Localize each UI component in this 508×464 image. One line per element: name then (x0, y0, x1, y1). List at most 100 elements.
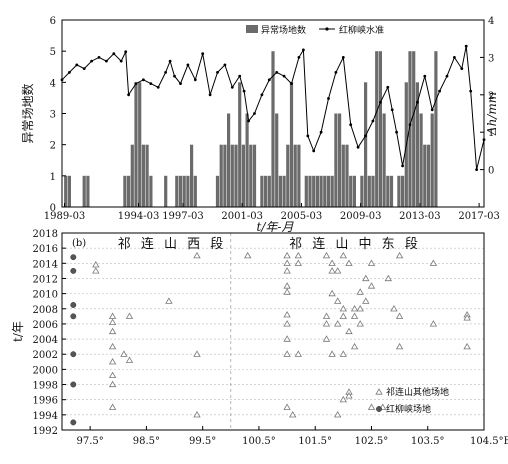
level-point-60 (464, 44, 468, 48)
other-site-point-45 (345, 327, 353, 335)
left-tick-label-4: 4 (50, 78, 56, 89)
legend-line-marker (325, 27, 329, 31)
other-site-point-42 (339, 312, 347, 319)
bar-31 (178, 175, 183, 207)
bar-68 (315, 175, 319, 207)
level-point-31 (267, 78, 271, 82)
bar-98 (426, 144, 431, 207)
bar-73 (334, 113, 338, 207)
y-axis-right-title: Δh/mm (485, 92, 499, 136)
bar-33 (186, 175, 190, 207)
left-tick-label-2: 2 (50, 141, 56, 152)
bar-6 (86, 175, 90, 207)
x-tick-label-1: 1994-03 (118, 211, 160, 222)
bar-23 (149, 175, 153, 207)
level-point-13 (149, 82, 153, 85)
other-site-point-57 (356, 304, 364, 312)
other-site-point-46 (322, 335, 331, 342)
b-x-tick-label-5: 102.5° (355, 436, 389, 447)
bar-66 (308, 175, 312, 207)
other-site-point-52 (339, 395, 347, 403)
other-site-point-17 (244, 251, 252, 259)
level-point-44 (356, 145, 360, 149)
other-site-point-71 (429, 320, 438, 327)
level-point-34 (290, 82, 293, 85)
other-site-point-60 (367, 259, 376, 266)
right-tick-label-3: 3 (488, 53, 494, 64)
legend-bar-swatch (246, 25, 258, 33)
right-tick-label-0: 0 (488, 166, 494, 177)
other-site-point-41 (322, 312, 331, 319)
bar-99 (430, 113, 434, 207)
level-point-10 (127, 93, 130, 97)
level-point-4 (90, 59, 93, 63)
bar-77 (349, 175, 353, 207)
bar-85 (378, 51, 382, 208)
region-label-west: 祁 连 山 西 段 (118, 236, 227, 252)
other-site-point-29 (283, 350, 291, 357)
other-site-point-55 (362, 297, 370, 304)
bar-55 (267, 175, 271, 207)
other-site-point-12 (108, 403, 117, 410)
right-tick-label-2: 2 (488, 91, 494, 102)
level-line (61, 46, 485, 170)
level-point-62 (475, 168, 478, 172)
b-x-tick-label-0: 97.5° (77, 436, 104, 447)
other-site-point-44 (334, 320, 342, 327)
level-point-45 (364, 134, 367, 138)
legend-other-site-label: 祁连山其他场地 (386, 386, 449, 398)
other-site-point-15 (193, 350, 201, 357)
other-site-point-36 (339, 251, 347, 259)
bar-41 (215, 175, 220, 207)
b-y-tick-label-2: 1996 (33, 396, 58, 407)
bar-60 (286, 144, 290, 207)
level-point-56 (438, 89, 441, 93)
bar-35 (193, 175, 197, 207)
level-point-16 (168, 59, 172, 63)
bar-96 (419, 113, 423, 207)
other-site-point-26 (283, 320, 291, 327)
panel-b-label: (b) (72, 238, 86, 249)
other-site-point-59 (356, 320, 364, 327)
bar-74 (338, 113, 342, 207)
hongliuxia-point-3 (70, 313, 77, 320)
other-site-point-39 (334, 297, 342, 304)
other-site-point-28 (294, 350, 302, 357)
other-site-point-27 (283, 335, 291, 342)
b-x-tick-label-2: 99.5° (189, 436, 216, 447)
other-site-point-2 (108, 312, 117, 319)
bar-44 (227, 113, 231, 207)
other-site-point-9 (108, 357, 117, 365)
other-site-point-74 (463, 342, 471, 350)
bar-18 (130, 144, 134, 207)
level-point-49 (390, 108, 394, 112)
b-y-tick-label-11: 2014 (33, 259, 58, 270)
panel-b: 1992 1994 1996 1998 2000 2002 2004 2006 2008 2010… (11, 229, 508, 447)
level-point-39 (319, 130, 323, 134)
level-point-25 (230, 85, 234, 89)
bar-91 (401, 175, 405, 207)
panel-a: 0 1 2 3 4 5 6 0 1 2 3 4 1989-03 1994-03 1997-03 2001-03… (20, 16, 500, 234)
bar-49 (245, 113, 249, 207)
bar-27 (164, 175, 168, 207)
hongliuxia-point-1 (70, 381, 77, 388)
bar-32 (182, 175, 186, 207)
level-point-51 (401, 164, 404, 168)
level-point-61 (469, 89, 473, 93)
level-point-19 (186, 63, 190, 67)
level-point-40 (327, 97, 330, 100)
level-point-28 (247, 119, 251, 123)
bar-46 (234, 144, 238, 207)
right-tick-label-4: 4 (488, 16, 494, 27)
other-site-point-23 (283, 282, 291, 289)
other-site-point-49 (350, 342, 359, 350)
other-site-point-21 (294, 259, 302, 266)
bar-94 (412, 51, 416, 208)
other-site-point-58 (350, 312, 359, 319)
bar-95 (415, 82, 419, 207)
hongliuxia-point-0 (70, 419, 77, 426)
level-point-55 (430, 108, 434, 112)
region-label-central-east: 祁 连 山 中 东 段 (289, 236, 421, 252)
bar-0 (64, 175, 68, 207)
level-point-50 (395, 130, 398, 134)
